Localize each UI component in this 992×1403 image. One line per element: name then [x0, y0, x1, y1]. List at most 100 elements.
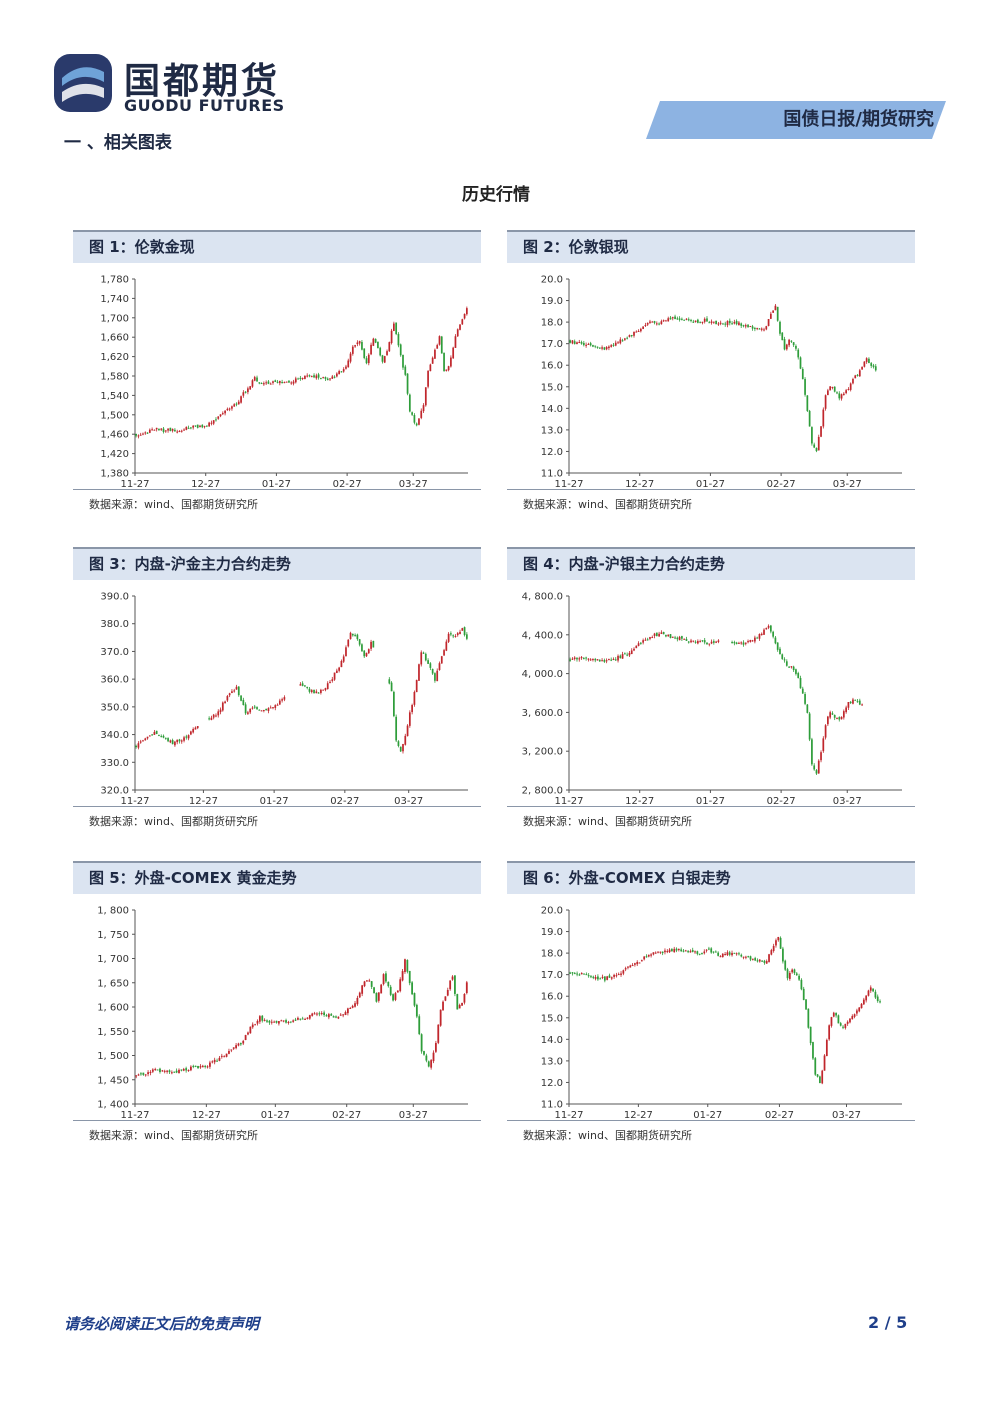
candle-body	[463, 313, 466, 319]
candle-body	[828, 1025, 831, 1040]
candle-body	[317, 374, 320, 378]
candle-body	[196, 726, 199, 729]
candle-body	[226, 408, 229, 411]
candle-body	[344, 1012, 347, 1016]
candle-body	[571, 972, 574, 974]
candle-body	[137, 435, 140, 437]
candle-body	[651, 321, 654, 323]
candle-body	[327, 1014, 330, 1018]
candle-body	[233, 404, 236, 407]
candle-body	[849, 701, 852, 704]
candle-body	[142, 740, 144, 742]
candle-body	[325, 1015, 328, 1017]
candle-body	[278, 700, 281, 705]
chart-header: 图 2：伦敦银现	[507, 230, 915, 263]
candle-body	[190, 427, 192, 429]
candle-body	[710, 948, 713, 953]
candle-body	[777, 936, 780, 941]
candle-body	[849, 1018, 851, 1023]
candle-body	[639, 642, 642, 644]
chart-panel-1: 图 1：伦敦金现 1,380 1,420 1,460 1,500 1,540 1,580 1…	[73, 230, 481, 520]
candle-body	[831, 386, 834, 388]
candle-body	[879, 1001, 881, 1003]
candle-body	[228, 1050, 230, 1054]
candle-body	[781, 654, 784, 659]
candle-body	[217, 416, 220, 419]
x-tick-label: 12-27	[192, 1110, 221, 1120]
candle-body	[373, 987, 375, 994]
candle-body	[770, 950, 773, 955]
chart-title: 图 3：内盘-沪金主力合约走势	[89, 555, 291, 573]
candle-body	[306, 1017, 309, 1019]
candle-body	[872, 988, 874, 992]
x-tick-label: 02-27	[333, 479, 362, 489]
candle-body	[816, 1074, 819, 1077]
candle-body	[249, 708, 252, 713]
candle-body	[235, 1045, 237, 1049]
candle-body	[710, 641, 713, 644]
candle-body	[268, 1020, 271, 1023]
candle-body	[420, 652, 423, 665]
candle-body	[266, 1020, 268, 1022]
candle-body	[356, 342, 359, 345]
candle-body	[320, 378, 322, 380]
candle-body	[863, 361, 866, 367]
data-source: 数据来源：wind、国都期货研究所	[523, 498, 693, 511]
candle-body	[717, 952, 720, 956]
candle-body	[374, 338, 377, 343]
candle-body	[617, 974, 620, 976]
candle-body	[587, 975, 590, 977]
candle-body	[799, 678, 802, 689]
candle-body	[617, 342, 619, 344]
candle-body	[323, 1012, 326, 1016]
y-tick-label: 370.0	[100, 647, 129, 658]
y-tick-label: 4, 400.0	[522, 630, 563, 641]
candle-body	[639, 328, 642, 332]
candle-body	[230, 1049, 233, 1051]
candle-body	[386, 351, 388, 356]
chart-title: 图 2：伦敦银现	[523, 238, 629, 256]
candle-body	[442, 1001, 444, 1011]
candle-body	[856, 1010, 858, 1014]
candle-body	[831, 713, 834, 715]
report-tag: 国债日报/期货研究	[783, 109, 934, 130]
candle-body	[251, 1024, 254, 1028]
candle-body	[587, 658, 590, 660]
candle-body	[399, 746, 402, 752]
candle-body	[465, 308, 468, 315]
candle-body	[258, 382, 261, 384]
candle-body	[795, 345, 797, 349]
candle-body	[346, 1008, 349, 1014]
candles-group	[569, 936, 881, 1085]
candle-body	[444, 996, 447, 1001]
candle-body	[244, 391, 247, 393]
candle-body	[219, 709, 222, 713]
candle-body	[698, 953, 701, 955]
candle-body	[813, 765, 816, 770]
candle-body	[329, 681, 331, 684]
candle-body	[192, 728, 195, 733]
candle-body	[160, 736, 163, 738]
candle-body	[856, 374, 859, 376]
y-tick-label: 11.0	[541, 469, 563, 480]
candle-body	[797, 673, 800, 679]
candle-body	[832, 1012, 835, 1017]
candle-body	[401, 971, 404, 981]
chart-divider	[73, 489, 481, 490]
candle-body	[370, 641, 372, 649]
candle-body	[783, 339, 786, 350]
candle-body	[865, 995, 868, 1001]
candle-body	[454, 975, 456, 994]
chart-title: 图 1：伦敦金现	[89, 238, 195, 256]
candle-body	[201, 1065, 204, 1068]
candle-body	[174, 429, 176, 432]
y-tick-label: 3, 600.0	[522, 708, 563, 719]
data-source: 数据来源：wind、国都期货研究所	[523, 1129, 693, 1142]
candle-body	[596, 659, 599, 661]
candle-body	[594, 976, 597, 979]
candle-body	[261, 1015, 264, 1021]
candle-body	[680, 949, 683, 952]
y-tick-label: 4, 000.0	[522, 669, 563, 680]
candle-body	[335, 1016, 337, 1018]
candle-body	[251, 707, 254, 709]
